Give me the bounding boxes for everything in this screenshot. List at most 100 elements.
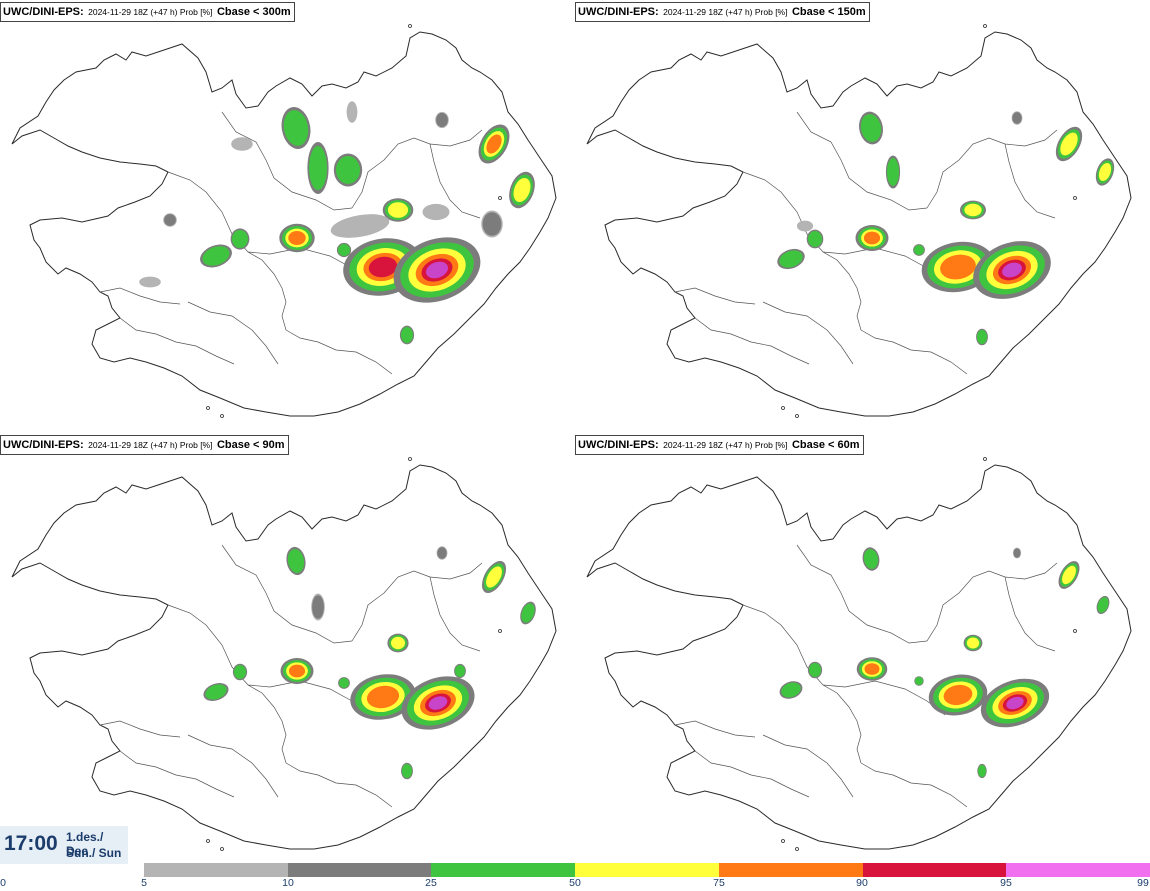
iceland-map-60 xyxy=(586,457,1132,851)
run-info: 2024-11-29 18Z (+47 h) Prob [%] xyxy=(88,440,213,450)
probability-contour-0 xyxy=(796,220,814,232)
probability-contour-2 xyxy=(402,764,412,778)
probability-contour-6 xyxy=(1002,262,1022,278)
probability-contour-0 xyxy=(231,137,253,151)
probability-contour-4 xyxy=(366,685,400,709)
model-label: UWC/DINI-EPS xyxy=(3,6,80,18)
probability-contour-2 xyxy=(808,231,822,247)
probability-contour-2 xyxy=(779,250,803,268)
probability-contour-2 xyxy=(232,230,248,248)
probability-contour-3 xyxy=(966,637,980,649)
probability-contour-2 xyxy=(914,245,924,255)
probability-contour-0 xyxy=(139,276,161,288)
probability-contour-6 xyxy=(1006,696,1024,710)
probability-contour-2 xyxy=(860,114,882,142)
legend-swatch-25-50 xyxy=(431,863,576,877)
iceland-map-300 xyxy=(11,24,557,418)
probability-contour-2 xyxy=(234,665,246,679)
map-panel-cbase-90: UWC/DINI-EPS: 2024-11-29 18Z (+47 h) Pro… xyxy=(0,433,575,863)
probability-contour-4 xyxy=(288,231,306,245)
probability-contour-3 xyxy=(486,566,502,588)
probability-contour-5 xyxy=(368,256,398,278)
island xyxy=(795,847,799,851)
panel-title: UWC/DINI-EPS: 2024-11-29 18Z (+47 h) Pro… xyxy=(0,435,289,455)
probability-contour-0 xyxy=(346,101,358,123)
probability-contour-6 xyxy=(428,696,448,710)
probability-contour-0 xyxy=(422,203,450,221)
probability-contour-2 xyxy=(287,549,305,573)
island xyxy=(206,406,210,410)
probability-contour-2 xyxy=(339,678,349,688)
probability-contour-2 xyxy=(887,158,899,186)
island xyxy=(1073,196,1077,200)
probability-contour-3 xyxy=(1098,162,1112,182)
probability-legend-bar xyxy=(144,863,1150,877)
map-panel-cbase-300: UWC/DINI-EPS: 2024-11-29 18Z (+47 h) Pro… xyxy=(0,0,575,430)
probability-areas xyxy=(203,546,536,780)
probability-contour-3 xyxy=(513,177,531,203)
probability-areas xyxy=(139,101,535,345)
iceland-coastline xyxy=(586,31,1132,417)
island xyxy=(781,406,785,410)
legend-tick-label: 25 xyxy=(425,877,437,889)
region-borders xyxy=(674,111,1058,375)
probability-contour-0 xyxy=(330,214,390,238)
model-label: UWC/DINI-EPS xyxy=(578,439,655,451)
map-panel-cbase-60: UWC/DINI-EPS: 2024-11-29 18Z (+47 h) Pro… xyxy=(575,433,1150,863)
island xyxy=(781,839,785,843)
probability-contour-2 xyxy=(336,156,360,184)
island xyxy=(498,196,502,200)
probability-contour-4 xyxy=(486,134,502,154)
probability-contour-2 xyxy=(863,549,879,569)
island xyxy=(206,839,210,843)
probability-contour-1 xyxy=(437,547,447,559)
iceland-coastline xyxy=(11,464,557,850)
legend-swatch-50-75 xyxy=(575,863,719,877)
island xyxy=(408,457,412,461)
panel-title: UWC/DINI-EPS: 2024-11-29 18Z (+47 h) Pro… xyxy=(575,2,870,22)
probability-contour-2 xyxy=(401,327,413,343)
iceland-map-90 xyxy=(11,457,557,851)
legend-tick-label: 0 xyxy=(0,877,6,889)
probability-contour-3 xyxy=(964,203,982,217)
probability-contour-2 xyxy=(809,663,821,677)
island xyxy=(983,457,987,461)
valid-time-box: 17:00 1.des./ Dec Sun./ Sun xyxy=(0,826,128,864)
iceland-coastline xyxy=(11,31,557,417)
probability-contour-2 xyxy=(202,246,230,266)
legend-tick-label: 75 xyxy=(713,877,725,889)
model-label: UWC/DINI-EPS xyxy=(3,439,80,451)
legend-swatch-5-10 xyxy=(144,863,288,877)
legend-tick-label: 10 xyxy=(282,877,294,889)
legend-swatch-95-99 xyxy=(1006,863,1150,877)
region-borders xyxy=(99,544,483,808)
probability-contour-2 xyxy=(338,244,350,256)
legend-tick-label: 5 xyxy=(141,877,147,889)
probability-contour-3 xyxy=(391,636,405,650)
legend-tick-label: 95 xyxy=(1000,877,1012,889)
probability-contour-3 xyxy=(1062,565,1076,585)
run-info: 2024-11-29 18Z (+47 h) Prob [%] xyxy=(663,440,788,450)
model-label: UWC/DINI-EPS xyxy=(578,6,655,18)
probability-contour-1 xyxy=(482,212,502,236)
run-info: 2024-11-29 18Z (+47 h) Prob [%] xyxy=(88,7,213,17)
legend-tick-label: 50 xyxy=(569,877,581,889)
probability-contour-4 xyxy=(863,231,881,245)
legend-swatch-90-95 xyxy=(862,863,1007,877)
probability-contour-2 xyxy=(781,682,801,698)
probability-contour-1 xyxy=(1012,112,1022,124)
valid-time-clock: 17:00 xyxy=(4,832,58,855)
probability-contour-3 xyxy=(1060,132,1078,156)
iceland-coastline xyxy=(586,464,1132,850)
island xyxy=(983,24,987,28)
region-borders xyxy=(99,111,483,375)
probability-areas xyxy=(777,111,1115,346)
probability-contour-3 xyxy=(387,202,409,218)
island xyxy=(795,414,799,418)
island xyxy=(498,629,502,633)
probability-contour-2 xyxy=(309,146,327,190)
island xyxy=(1073,629,1077,633)
legend-swatch-75-90 xyxy=(718,863,863,877)
region-borders xyxy=(674,544,1058,808)
probability-contour-2 xyxy=(977,330,987,344)
